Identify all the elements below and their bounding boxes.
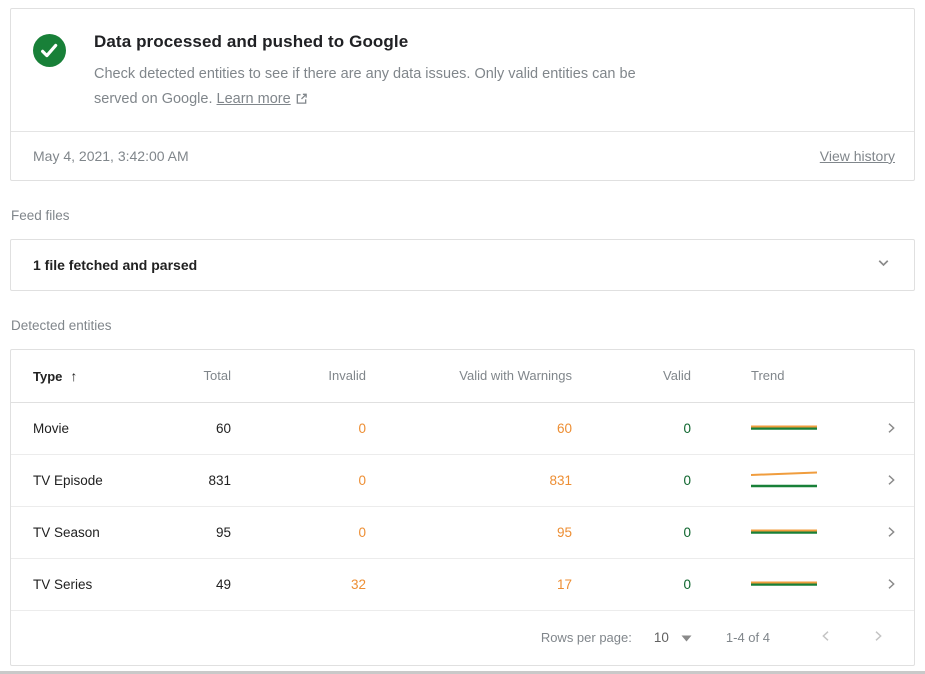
feed-files-expander[interactable]: 1 file fetched and parsed <box>10 238 915 291</box>
total-count: 60 <box>215 420 231 436</box>
table-row-tv-series[interactable]: TV Series 49 32 17 0 <box>11 559 914 611</box>
status-card-main: Data processed and pushed to Google Chec… <box>11 9 914 131</box>
previous-page-button[interactable] <box>814 624 838 651</box>
valid-count: 0 <box>683 472 691 488</box>
valid-count: 0 <box>683 420 691 436</box>
valid-with-warnings-count: 831 <box>549 472 572 488</box>
status-description-text: Check detected entities to see if there … <box>94 66 636 108</box>
rows-per-page-label: Rows per page: <box>540 630 632 646</box>
invalid-count: 0 <box>358 472 366 488</box>
table-header-row: Type ↑ Total Invalid Valid with Warnings … <box>11 350 914 403</box>
valid-with-warnings-count: 95 <box>556 524 572 540</box>
status-card: Data processed and pushed to Google Chec… <box>10 8 915 181</box>
entity-type: TV Season <box>33 524 100 540</box>
total-count: 49 <box>215 576 231 592</box>
invalid-count: 0 <box>358 524 366 540</box>
status-text-block: Data processed and pushed to Google Chec… <box>94 32 669 115</box>
trend-sparkline <box>691 468 868 492</box>
chevron-right-icon <box>868 472 914 488</box>
valid-with-warnings-count: 17 <box>556 576 572 592</box>
dropdown-triangle-icon <box>681 630 692 645</box>
feed-files-summary: 1 file fetched and parsed <box>33 256 198 273</box>
success-check-icon <box>33 34 66 67</box>
total-count: 831 <box>208 472 231 488</box>
detected-entities-table: Type ↑ Total Invalid Valid with Warnings … <box>10 348 915 666</box>
rows-per-page-value: 10 <box>653 630 669 646</box>
chevron-right-icon <box>868 576 914 592</box>
valid-count: 0 <box>683 576 691 592</box>
chevron-right-icon <box>868 524 914 540</box>
total-count: 95 <box>215 524 231 540</box>
column-header-valid[interactable]: Valid <box>663 368 691 384</box>
table-row-tv-episode[interactable]: TV Episode 831 0 831 0 <box>11 455 914 507</box>
entity-type: TV Episode <box>33 472 103 488</box>
pagination-range: 1-4 of 4 <box>725 630 770 646</box>
column-header-trend: Trend <box>751 368 785 384</box>
trend-sparkline <box>691 416 868 440</box>
column-header-invalid[interactable]: Invalid <box>328 368 366 384</box>
valid-count: 0 <box>683 524 691 540</box>
column-header-total[interactable]: Total <box>203 368 231 384</box>
sort-ascending-icon: ↑ <box>70 367 78 384</box>
view-history-link[interactable]: View history <box>819 147 895 164</box>
status-title: Data processed and pushed to Google <box>94 32 409 51</box>
table-row-movie[interactable]: Movie 60 0 60 0 <box>11 403 914 455</box>
last-processed-timestamp: May 4, 2021, 3:42:00 AM <box>33 147 189 164</box>
feed-files-section-label: Feed files <box>11 207 70 223</box>
table-pagination: Rows per page: 10 1-4 of 4 <box>11 611 914 665</box>
chevron-right-icon <box>868 420 914 436</box>
status-description: Check detected entities to see if there … <box>94 62 669 115</box>
chevron-down-icon <box>875 254 892 276</box>
table-row-tv-season[interactable]: TV Season 95 0 95 0 <box>11 507 914 559</box>
learn-more-link[interactable]: Learn more <box>216 91 291 108</box>
trend-sparkline <box>691 572 868 596</box>
detected-entities-section-label: Detected entities <box>11 317 112 333</box>
next-page-button[interactable] <box>866 624 890 651</box>
rows-per-page-select[interactable]: 10 <box>654 630 692 645</box>
external-link-icon <box>295 89 308 114</box>
column-header-type[interactable]: Type ↑ <box>33 367 78 384</box>
invalid-count: 0 <box>358 420 366 436</box>
column-header-valid-with-warnings[interactable]: Valid with Warnings <box>459 368 572 384</box>
status-card-footer: May 4, 2021, 3:42:00 AM View history <box>11 130 914 180</box>
trend-sparkline <box>691 520 868 544</box>
entity-type: TV Series <box>33 576 93 592</box>
entity-type: Movie <box>33 420 70 436</box>
invalid-count: 32 <box>350 576 366 592</box>
valid-with-warnings-count: 60 <box>556 420 572 436</box>
